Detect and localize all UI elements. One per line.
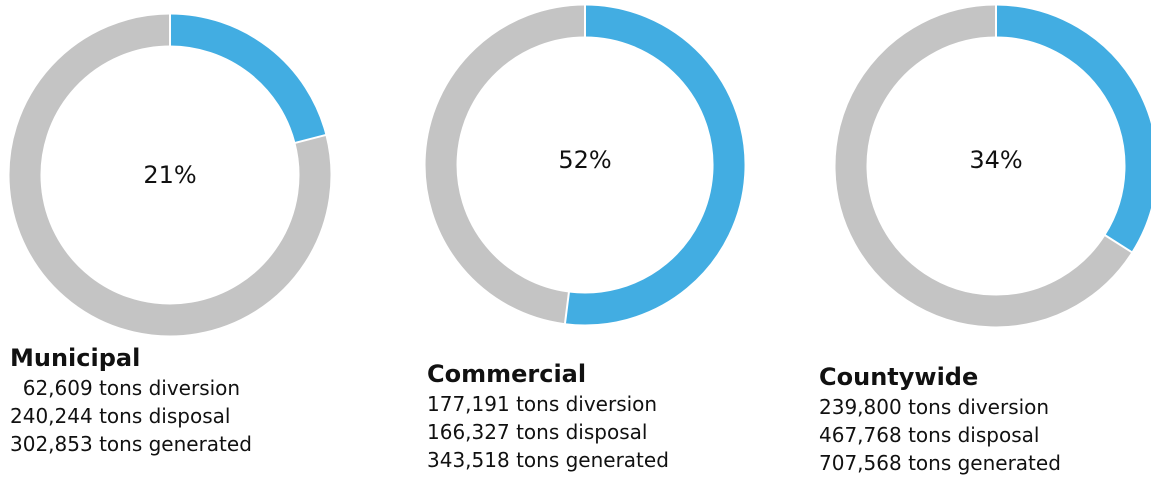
segment-separator-end [563,291,571,325]
stats-block-countywide: Countywide 239,800 tons diversion 467,76… [819,362,1061,477]
donut-chart-commercial: 52% [425,4,745,325]
donut-segments [9,13,331,336]
stat-diversion: 239,800 tons diversion [819,395,1050,419]
segment-separator-end [1103,234,1133,254]
donut-segment-diversion [995,5,1151,252]
stat-diversion: 177,191 tons diversion [427,392,658,416]
stat-generated: 343,518 tons generated [427,448,669,472]
donut-center-label: 34% [969,146,1022,174]
chart-title: Countywide [819,363,979,391]
donut-segment-remainder [425,5,586,324]
stats-block-municipal: Municipal 62,609 tons diversion 240,244 … [10,343,252,458]
stat-diversion: 62,609 tons diversion [10,376,241,400]
chart-panel-municipal: 21% Municipal 62,609 tons diversion 240,… [0,0,340,483]
stat-generated: 707,568 tons generated [819,451,1061,475]
donut-segments [425,4,745,325]
donut-segments [835,4,1151,327]
donut-segment-remainder [9,14,331,336]
donut-center-label: 21% [143,161,196,189]
donut-chart-countywide: 34% [835,4,1151,327]
stat-disposal: 166,327 tons disposal [427,420,648,444]
segment-separator-end [294,133,327,145]
donut-segment-diversion [169,14,326,144]
donut-segment-remainder [835,5,1132,327]
stat-generated: 302,853 tons generated [10,432,252,456]
stat-disposal: 467,768 tons disposal [819,423,1040,447]
chart-title: Municipal [10,344,141,372]
donut-chart-municipal: 21% [9,13,331,336]
chart-title: Commercial [427,360,587,388]
stats-block-commercial: Commercial 177,191 tons diversion 166,32… [427,359,669,474]
chart-panel-commercial: 52% Commercial 177,191 tons diversion 16… [415,0,755,483]
donut-center-label: 52% [558,146,611,174]
stat-disposal: 240,244 tons disposal [10,404,231,428]
donut-segment-diversion [565,5,745,325]
chart-panel-countywide: 34% Countywide 239,800 tons diversion 46… [811,0,1151,483]
